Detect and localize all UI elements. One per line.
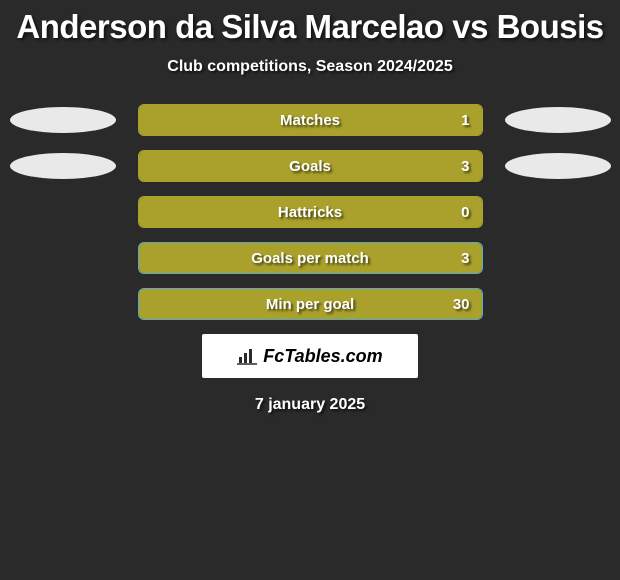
stat-label: Min per goal — [266, 296, 354, 313]
player-right-ellipse — [505, 153, 611, 179]
stat-value: 1 — [461, 112, 469, 129]
stat-label: Goals per match — [251, 250, 369, 267]
stat-label: Hattricks — [278, 204, 342, 221]
stats-block: Matches 1 Goals 3 Hattricks 0 Goals per match 3… — [0, 104, 620, 320]
logo-suffix: Tables.com — [284, 346, 382, 366]
player-left-ellipse — [10, 153, 116, 179]
stat-row: Matches 1 — [0, 104, 620, 136]
date-line: 7 january 2025 — [0, 396, 620, 414]
page-title: Anderson da Silva Marcelao vs Bousis — [0, 8, 620, 46]
stat-label: Goals — [289, 158, 331, 175]
right-slot — [505, 153, 611, 179]
stat-row: Min per goal 30 — [0, 288, 620, 320]
brand-logo-inner: FcTables.com — [237, 346, 382, 367]
right-slot — [505, 107, 611, 133]
player-left-ellipse — [10, 107, 116, 133]
stat-bar: Matches 1 — [138, 104, 483, 136]
stat-label: Matches — [280, 112, 340, 129]
stat-value: 3 — [461, 158, 469, 175]
stat-row: Goals 3 — [0, 150, 620, 182]
stat-bar: Goals 3 — [138, 150, 483, 182]
stat-bar: Goals per match 3 — [138, 242, 483, 274]
stat-row: Hattricks 0 — [0, 196, 620, 228]
logo-prefix: Fc — [263, 346, 284, 366]
stat-row: Goals per match 3 — [0, 242, 620, 274]
comparison-widget: Anderson da Silva Marcelao vs Bousis Clu… — [0, 0, 620, 414]
player-right-ellipse — [505, 107, 611, 133]
stat-value: 3 — [461, 250, 469, 267]
stat-value: 0 — [461, 204, 469, 221]
stat-value: 30 — [453, 296, 470, 313]
logo-text: FcTables.com — [263, 346, 382, 367]
brand-logo[interactable]: FcTables.com — [202, 334, 418, 378]
subtitle: Club competitions, Season 2024/2025 — [0, 58, 620, 76]
stat-bar: Hattricks 0 — [138, 196, 483, 228]
left-slot — [10, 107, 116, 133]
bar-chart-icon — [237, 347, 259, 365]
left-slot — [10, 153, 116, 179]
stat-bar: Min per goal 30 — [138, 288, 483, 320]
